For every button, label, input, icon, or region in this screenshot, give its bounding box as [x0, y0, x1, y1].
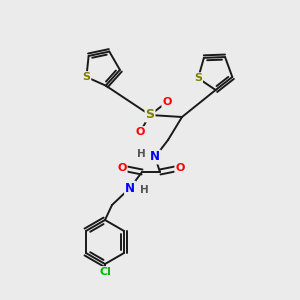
- Text: O: O: [162, 97, 172, 107]
- Text: N: N: [150, 151, 160, 164]
- Text: O: O: [175, 163, 185, 173]
- Text: S: S: [82, 72, 90, 82]
- Text: S: S: [194, 73, 202, 83]
- Text: O: O: [135, 127, 145, 137]
- Text: N: N: [125, 182, 135, 194]
- Text: H: H: [136, 149, 146, 159]
- Text: S: S: [146, 109, 154, 122]
- Text: H: H: [140, 185, 148, 195]
- Text: O: O: [117, 163, 127, 173]
- Text: Cl: Cl: [99, 267, 111, 277]
